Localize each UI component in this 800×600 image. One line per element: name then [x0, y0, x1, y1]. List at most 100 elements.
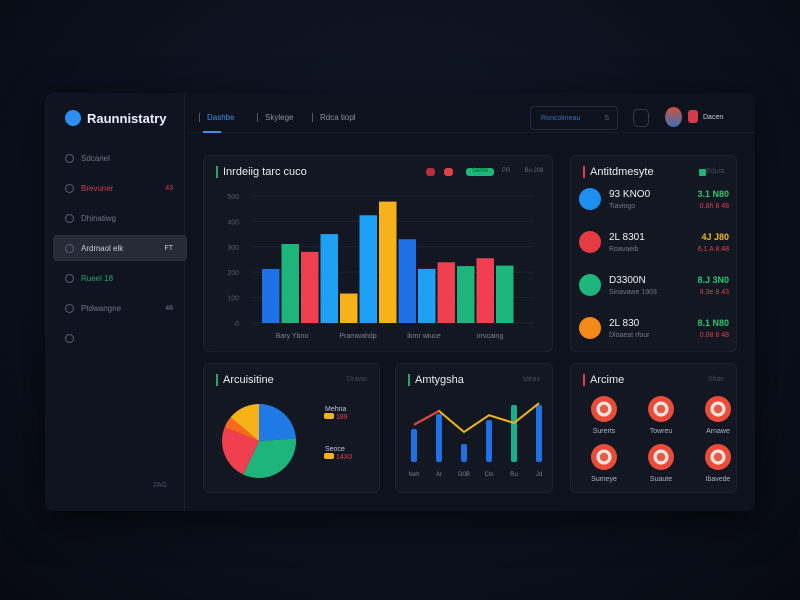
app-title: Raunnistatry — [87, 110, 167, 126]
alert-icon — [648, 444, 674, 470]
bar[interactable] — [262, 268, 280, 323]
app-logo[interactable]: Raunnistatry — [65, 110, 166, 126]
search-input[interactable]: Roncolmeau S — [530, 106, 618, 130]
avatar[interactable] — [665, 107, 682, 127]
item-name: D3300N — [609, 275, 646, 286]
sidebar-item[interactable]: Ptdwangne 48 — [53, 295, 187, 321]
pie-slice[interactable] — [230, 404, 259, 441]
nav-icon — [65, 273, 74, 283]
bar[interactable] — [486, 420, 492, 462]
alert-icon — [648, 396, 674, 422]
sidebar-item[interactable]: Dhinatiwg — [53, 205, 187, 231]
sidebar-item[interactable]: Sdcanel — [53, 145, 187, 171]
alert-item[interactable]: Arnawe — [693, 396, 743, 435]
asset-icon — [579, 317, 601, 339]
list-item[interactable]: 2L 8301 Roavaeib 4J J80 6.1 A 8.48 — [579, 227, 729, 263]
y-tick-label: 200 — [227, 270, 239, 277]
alert-item[interactable]: Ibavede — [693, 444, 743, 483]
legend-value: 189 — [335, 414, 348, 421]
y-tick-label: 400 — [227, 219, 239, 226]
legend-label: Seoce — [325, 446, 345, 453]
sidebar-item[interactable]: Ardmaol elk FT — [53, 235, 187, 261]
pie-chart — [222, 404, 296, 478]
tab-dashboard[interactable]: Dashbe — [199, 113, 235, 122]
sidebar-item-label: Brevuner — [81, 183, 114, 193]
bar[interactable] — [536, 405, 542, 462]
bar[interactable] — [461, 444, 467, 462]
filter-chip[interactable]: Bu 208 — [524, 168, 544, 174]
pie-slice[interactable] — [259, 404, 296, 441]
sidebar-item[interactable]: Brevuner 43 — [53, 175, 187, 201]
user-badge-icon — [688, 110, 698, 123]
header: Dashbe Skylege Rdca tiopl Roncolmeau S Da… — [185, 93, 755, 133]
bar[interactable] — [496, 265, 514, 323]
list-item[interactable]: 2L 830 Dloaeat rfour 8.1 N80 0.08 8 48 — [579, 313, 729, 349]
bar[interactable] — [418, 268, 436, 323]
asset-icon — [579, 231, 601, 253]
alert-item[interactable]: Suaute — [636, 444, 686, 483]
alert-item[interactable]: Surerts — [579, 396, 629, 435]
bar[interactable] — [476, 258, 495, 323]
sidebar-badge: FT — [164, 244, 173, 252]
sidebar-item[interactable]: Rueel 18 — [53, 265, 187, 291]
list-item[interactable]: D3300N Sinavawe 1903 8.J 3N0 8.3e 8 43 — [579, 270, 729, 306]
list-card: Antitdmesyte Eduia 93 KNO0 Tiaviogo 3.1 N8… — [570, 155, 737, 352]
status-icon — [699, 169, 706, 176]
search-placeholder: Roncolmeau — [541, 115, 581, 122]
line-meta: Ideas — [522, 376, 540, 383]
bar-chart-card: Inrdeiig tarc cuco Sahre PR Bu 208 0 100 200… — [203, 155, 553, 352]
bar[interactable] — [436, 414, 442, 462]
alert-icon — [705, 396, 731, 422]
x-tick-label: Ru — [510, 472, 518, 478]
line-title: Amtygsha — [408, 374, 464, 386]
tab-reports[interactable]: Rdca tiopl — [312, 113, 356, 122]
tab-skylege[interactable]: Skylege — [256, 113, 294, 122]
filter-chip[interactable] — [444, 168, 453, 176]
trend-line — [413, 402, 540, 434]
pie-slice[interactable] — [222, 427, 259, 475]
item-sub: Sinavawe 1903 — [609, 289, 657, 296]
sidebar-item-label: Ardmaol elk — [81, 243, 124, 253]
bar[interactable] — [359, 215, 378, 323]
bar[interactable] — [511, 405, 517, 462]
asset-icon — [579, 188, 601, 210]
bar[interactable] — [320, 234, 339, 323]
alert-item[interactable]: Towreu — [636, 396, 686, 435]
sidebar-badge: 43 — [165, 184, 173, 192]
list-item[interactable]: 93 KNO0 Tiaviogo 3.1 N80 0.8h 8 48 — [579, 184, 729, 220]
pie-slice[interactable] — [224, 417, 259, 441]
line-chart: Neh Ar D0B Clo Ru Jd — [408, 402, 542, 478]
item-change: 0.8h 8 48 — [699, 203, 729, 210]
bar[interactable] — [340, 293, 358, 323]
bar[interactable] — [398, 239, 417, 323]
item-sub: Tiaviogo — [609, 203, 636, 210]
alert-item[interactable]: Sumeye — [579, 444, 629, 483]
bar[interactable] — [437, 262, 456, 323]
y-tick-label: 300 — [227, 245, 239, 252]
filter-chip[interactable]: Sahre — [466, 168, 494, 176]
item-name: 2L 830 — [609, 318, 640, 329]
legend-item: Seoce 14X0 — [309, 446, 352, 461]
item-value: 8.J 3N0 — [697, 275, 729, 285]
bar[interactable] — [457, 266, 475, 323]
nav-icon — [65, 213, 74, 223]
legend-label: Mehna — [325, 406, 347, 413]
user-name[interactable]: Dacen — [703, 114, 724, 121]
sidebar-nav: Sdcanel Brevuner 43 Dhinatiwg Ardmaol elk FT R… — [53, 145, 187, 355]
bar[interactable] — [281, 244, 300, 323]
nav-icon — [65, 303, 74, 313]
bar[interactable] — [301, 251, 319, 323]
legend-item: Mehna 189 — [309, 406, 348, 421]
notification-icon[interactable] — [633, 109, 649, 127]
sidebar-item[interactable] — [53, 325, 187, 351]
x-tick-label: Ar — [436, 472, 442, 478]
item-name: 93 KNO0 — [609, 189, 651, 200]
alert-icon — [591, 444, 617, 470]
bar[interactable] — [411, 429, 417, 462]
filter-chip[interactable] — [426, 168, 435, 176]
filter-chip[interactable]: PR — [502, 168, 511, 174]
alerts-title: Arcime — [583, 374, 624, 386]
sidebar-item-label: Dhinatiwg — [81, 213, 117, 223]
pie-slice[interactable] — [243, 438, 296, 478]
bar[interactable] — [379, 201, 397, 323]
